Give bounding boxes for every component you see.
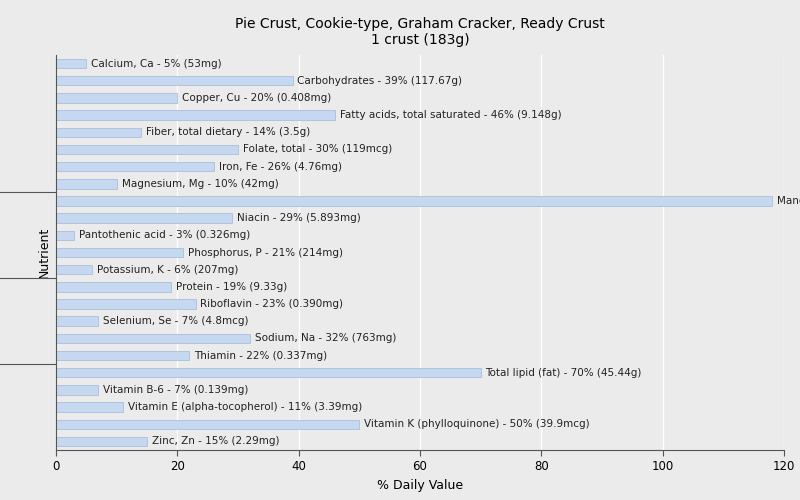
Bar bbox=[56, 436, 147, 446]
Bar bbox=[56, 93, 178, 102]
Text: Magnesium, Mg - 10% (42mg): Magnesium, Mg - 10% (42mg) bbox=[122, 179, 278, 189]
Bar bbox=[56, 128, 141, 137]
Text: Protein - 19% (9.33g): Protein - 19% (9.33g) bbox=[176, 282, 287, 292]
Text: Fiber, total dietary - 14% (3.5g): Fiber, total dietary - 14% (3.5g) bbox=[146, 128, 310, 138]
Bar bbox=[56, 179, 117, 188]
Bar bbox=[56, 110, 335, 120]
Text: Potassium, K - 6% (207mg): Potassium, K - 6% (207mg) bbox=[98, 264, 238, 274]
Text: Pantothenic acid - 3% (0.326mg): Pantothenic acid - 3% (0.326mg) bbox=[79, 230, 250, 240]
Bar bbox=[56, 351, 190, 360]
Bar bbox=[56, 144, 238, 154]
Text: Fatty acids, total saturated - 46% (9.148g): Fatty acids, total saturated - 46% (9.14… bbox=[340, 110, 562, 120]
Bar bbox=[56, 59, 86, 69]
Text: Niacin - 29% (5.893mg): Niacin - 29% (5.893mg) bbox=[237, 213, 361, 223]
Text: Folate, total - 30% (119mcg): Folate, total - 30% (119mcg) bbox=[243, 144, 392, 154]
Y-axis label: Nutrient: Nutrient bbox=[38, 227, 50, 278]
Text: Selenium, Se - 7% (4.8mcg): Selenium, Se - 7% (4.8mcg) bbox=[103, 316, 249, 326]
Text: Vitamin E (alpha-tocopherol) - 11% (3.39mg): Vitamin E (alpha-tocopherol) - 11% (3.39… bbox=[127, 402, 362, 412]
Bar bbox=[56, 196, 772, 205]
Bar bbox=[56, 265, 93, 274]
Bar bbox=[56, 76, 293, 86]
Text: Carbohydrates - 39% (117.67g): Carbohydrates - 39% (117.67g) bbox=[298, 76, 462, 86]
Text: Copper, Cu - 20% (0.408mg): Copper, Cu - 20% (0.408mg) bbox=[182, 93, 331, 103]
Text: Total lipid (fat) - 70% (45.44g): Total lipid (fat) - 70% (45.44g) bbox=[486, 368, 642, 378]
Text: Zinc, Zn - 15% (2.29mg): Zinc, Zn - 15% (2.29mg) bbox=[152, 436, 279, 446]
Text: Phosphorus, P - 21% (214mg): Phosphorus, P - 21% (214mg) bbox=[188, 248, 343, 258]
Text: Sodium, Na - 32% (763mg): Sodium, Na - 32% (763mg) bbox=[255, 334, 396, 344]
Text: Calcium, Ca - 5% (53mg): Calcium, Ca - 5% (53mg) bbox=[91, 58, 222, 68]
Text: Manganese, Mn - 118% (2.355mg): Manganese, Mn - 118% (2.355mg) bbox=[777, 196, 800, 206]
Bar bbox=[56, 402, 122, 412]
Title: Pie Crust, Cookie-type, Graham Cracker, Ready Crust
1 crust (183g): Pie Crust, Cookie-type, Graham Cracker, … bbox=[235, 16, 605, 47]
Bar bbox=[56, 248, 183, 257]
Bar bbox=[56, 385, 98, 394]
Bar bbox=[56, 316, 98, 326]
Text: Thiamin - 22% (0.337mg): Thiamin - 22% (0.337mg) bbox=[194, 350, 327, 360]
Bar bbox=[56, 300, 195, 308]
Text: Vitamin K (phylloquinone) - 50% (39.9mcg): Vitamin K (phylloquinone) - 50% (39.9mcg… bbox=[364, 419, 590, 429]
Bar bbox=[56, 230, 74, 240]
Bar bbox=[56, 162, 214, 172]
X-axis label: % Daily Value: % Daily Value bbox=[377, 479, 463, 492]
Bar bbox=[56, 368, 481, 378]
Bar bbox=[56, 282, 171, 292]
Bar bbox=[56, 334, 250, 343]
Text: Riboflavin - 23% (0.390mg): Riboflavin - 23% (0.390mg) bbox=[200, 299, 343, 309]
Bar bbox=[56, 420, 359, 429]
Text: Vitamin B-6 - 7% (0.139mg): Vitamin B-6 - 7% (0.139mg) bbox=[103, 385, 249, 395]
Bar bbox=[56, 214, 232, 223]
Text: Iron, Fe - 26% (4.76mg): Iron, Fe - 26% (4.76mg) bbox=[218, 162, 342, 172]
